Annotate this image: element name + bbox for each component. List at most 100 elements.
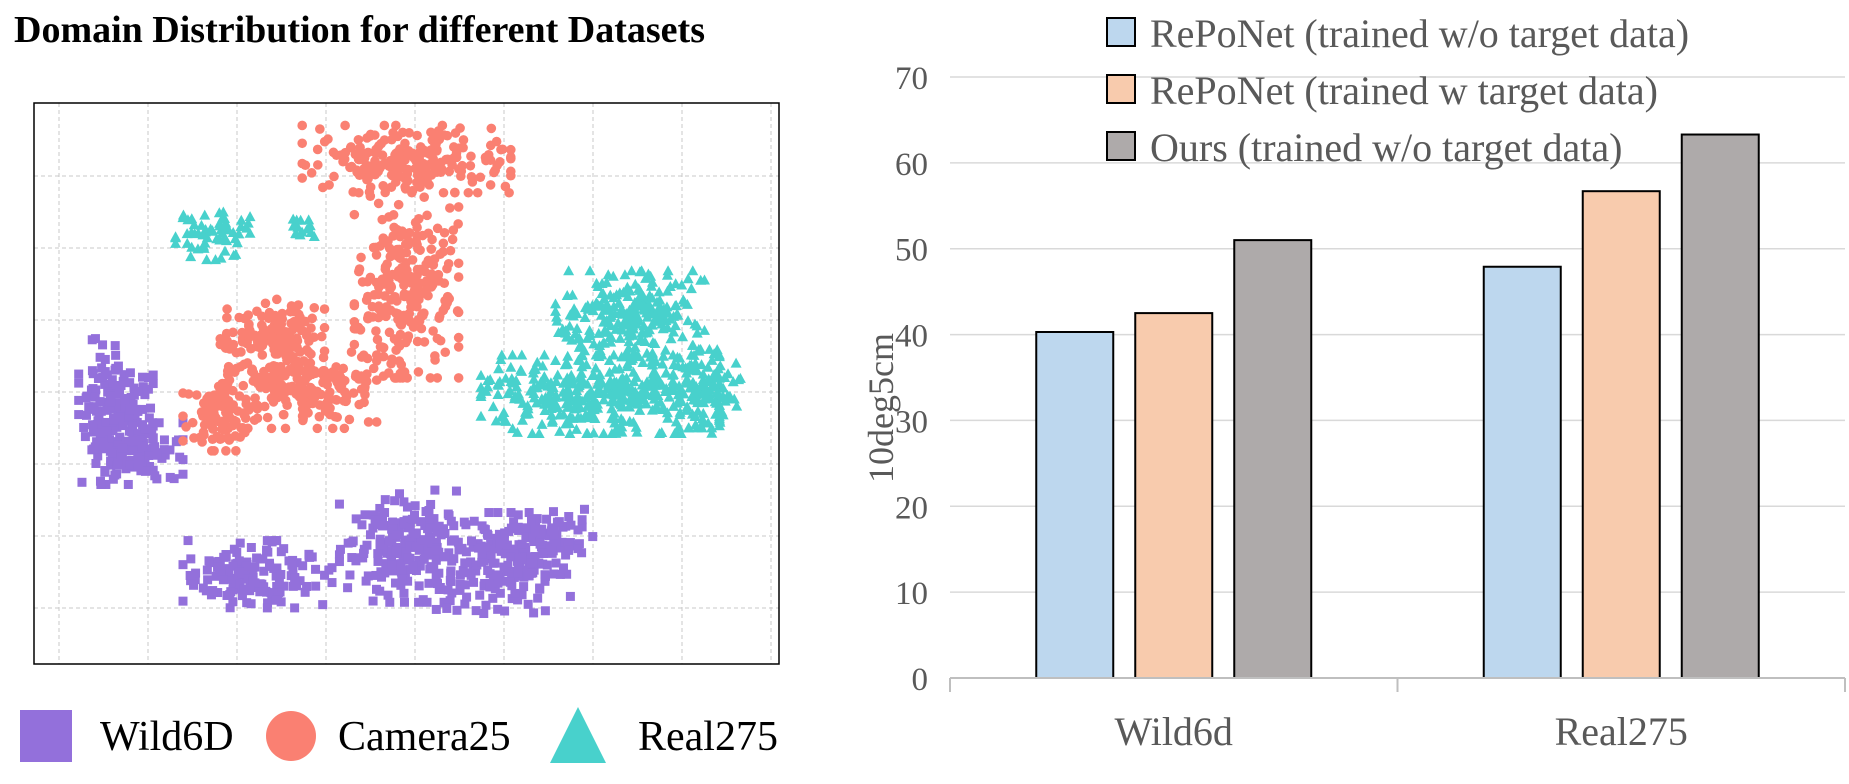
scatter-point-real275 bbox=[552, 401, 564, 412]
scatter-point-real275 bbox=[636, 288, 648, 299]
scatter-point-camera25 bbox=[361, 376, 372, 387]
scatter-point-real275 bbox=[706, 427, 718, 438]
scatter-point-wild6d bbox=[102, 426, 112, 436]
scatter-point-real275 bbox=[645, 280, 657, 291]
scatter-point-camera25 bbox=[392, 373, 402, 383]
scatter-point-real275 bbox=[636, 265, 648, 276]
scatter-point-camera25 bbox=[419, 337, 430, 347]
scatter-point-camera25 bbox=[189, 433, 199, 443]
scatter-point-camera25 bbox=[403, 236, 414, 246]
scatter-point-wild6d bbox=[523, 571, 533, 581]
scatter-point-real275 bbox=[531, 382, 543, 393]
scatter-point-wild6d bbox=[104, 435, 114, 445]
scatter-point-camera25 bbox=[187, 417, 198, 428]
scatter-point-wild6d bbox=[509, 517, 519, 527]
scatter-point-real275 bbox=[706, 354, 718, 365]
scatter-point-real275 bbox=[593, 327, 605, 338]
scatter-point-camera25 bbox=[380, 275, 390, 285]
scatter-point-camera25 bbox=[295, 366, 305, 376]
scatter-point-real275 bbox=[170, 237, 182, 248]
scatter-point-real275 bbox=[576, 373, 588, 384]
scatter-point-camera25 bbox=[437, 120, 448, 131]
scatter-point-wild6d bbox=[523, 529, 533, 539]
scatter-point-camera25 bbox=[306, 168, 317, 178]
scatter-point-wild6d bbox=[133, 436, 143, 446]
scatter-point-camera25 bbox=[400, 155, 410, 165]
scatter-point-camera25 bbox=[412, 336, 423, 347]
scatter-point-camera25 bbox=[178, 436, 188, 446]
scatter-point-wild6d bbox=[495, 539, 505, 549]
scatter-point-wild6d bbox=[368, 523, 378, 533]
scatter-point-camera25 bbox=[438, 247, 448, 257]
scatter-point-camera25 bbox=[465, 160, 476, 171]
scatter-point-real275 bbox=[646, 308, 658, 319]
scatter-point-wild6d bbox=[263, 598, 273, 608]
scatter-point-camera25 bbox=[198, 398, 209, 408]
scatter-point-camera25 bbox=[228, 400, 239, 410]
scatter-point-real275 bbox=[616, 324, 628, 335]
scatter-point-camera25 bbox=[406, 296, 416, 307]
scatter-point-camera25 bbox=[252, 413, 263, 424]
scatter-point-wild6d bbox=[564, 512, 574, 522]
scatter-point-wild6d bbox=[467, 536, 477, 546]
scatter-point-real275 bbox=[484, 373, 496, 384]
scatter-point-wild6d bbox=[119, 370, 129, 380]
scatter-point-real275 bbox=[674, 352, 686, 363]
scatter-point-camera25 bbox=[401, 247, 412, 258]
scatter-point-camera25 bbox=[248, 376, 259, 386]
scatter-point-wild6d bbox=[588, 532, 598, 542]
scatter-point-wild6d bbox=[461, 520, 471, 530]
scatter-point-wild6d bbox=[417, 540, 427, 550]
scatter-point-camera25 bbox=[262, 412, 273, 423]
scatter-point-wild6d bbox=[375, 503, 385, 513]
scatter-point-real275 bbox=[711, 397, 723, 408]
scatter-point-real275 bbox=[722, 368, 734, 379]
scatter-point-camera25 bbox=[260, 298, 271, 309]
scatter-point-wild6d bbox=[410, 529, 420, 539]
scatter-point-wild6d bbox=[89, 444, 99, 454]
scatter-point-camera25 bbox=[341, 391, 352, 402]
scatter-point-wild6d bbox=[126, 460, 136, 470]
scatter-point-camera25 bbox=[255, 382, 266, 392]
scatter-point-wild6d bbox=[397, 565, 407, 575]
scatter-point-wild6d bbox=[128, 421, 138, 431]
scatter-point-real275 bbox=[622, 358, 634, 369]
scatter-point-wild6d bbox=[88, 420, 98, 430]
scatter-point-camera25 bbox=[362, 353, 373, 364]
scatter-point-camera25 bbox=[445, 203, 455, 213]
scatter-point-wild6d bbox=[84, 402, 94, 412]
scatter-point-wild6d bbox=[486, 550, 496, 560]
scatter-point-wild6d bbox=[403, 576, 413, 586]
scatter-point-camera25 bbox=[453, 342, 464, 352]
scatter-point-real275 bbox=[608, 349, 620, 360]
scatter-point-camera25 bbox=[266, 372, 276, 382]
scatter-point-camera25 bbox=[368, 242, 379, 253]
legend-label-camera25: Camera25 bbox=[338, 714, 511, 760]
scatter-point-wild6d bbox=[311, 581, 321, 591]
scatter-point-real275 bbox=[681, 298, 693, 309]
scatter-point-real275 bbox=[704, 393, 716, 404]
scatter-point-wild6d bbox=[414, 597, 424, 607]
scatter-point-real275 bbox=[563, 265, 575, 276]
scatter-point-camera25 bbox=[353, 154, 364, 165]
scatter-point-real275 bbox=[681, 404, 693, 415]
scatter-point-real275 bbox=[668, 326, 680, 337]
scatter-point-wild6d bbox=[505, 577, 515, 587]
scatter-point-wild6d bbox=[101, 417, 111, 427]
scatter-point-real275 bbox=[640, 327, 652, 338]
scatter-point-real275 bbox=[186, 241, 198, 252]
scatter-point-real275 bbox=[487, 401, 499, 412]
scatter-point-wild6d bbox=[452, 605, 462, 615]
scatter-point-wild6d bbox=[343, 583, 353, 593]
scatter-point-camera25 bbox=[370, 156, 380, 166]
scatter-point-wild6d bbox=[431, 545, 441, 555]
scatter-point-wild6d bbox=[555, 569, 565, 579]
scatter-point-camera25 bbox=[475, 172, 486, 183]
scatter-point-wild6d bbox=[481, 600, 491, 610]
scatter-point-wild6d bbox=[95, 428, 105, 438]
bar-legend: RePoNet (trained w/o target data) RePoNet… bbox=[1106, 11, 1689, 170]
scatter-point-real275 bbox=[614, 332, 626, 343]
scatter-point-wild6d bbox=[190, 575, 200, 585]
scatter-point-real275 bbox=[575, 350, 587, 361]
scatter-point-camera25 bbox=[270, 310, 281, 321]
